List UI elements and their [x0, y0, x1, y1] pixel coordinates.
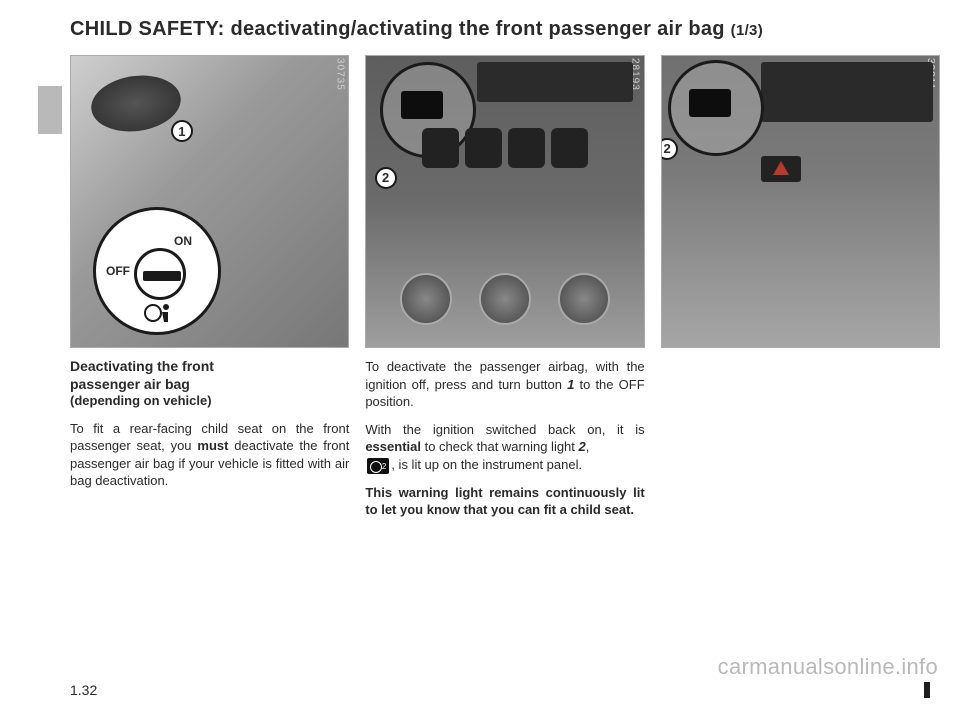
callout-2b-label: 2: [664, 141, 671, 156]
rocker-switch-icon: [465, 128, 502, 168]
col1-para1-must: must: [197, 438, 228, 453]
callout-2: 2: [375, 167, 397, 189]
figure-3: 30811 2: [661, 55, 940, 348]
switch-knob-icon: [134, 248, 186, 300]
col2-para2-post: , is lit up on the instrument panel.: [391, 457, 582, 472]
airbag-off-warning-icon: [367, 458, 389, 474]
figure-2: 28193 2: [365, 55, 644, 348]
switch-inset-circle: ON OFF: [93, 207, 221, 335]
switch-off-label: OFF: [106, 264, 130, 278]
col1-para1: To fit a rear-facing child seat on the f…: [70, 420, 349, 490]
title-main: CHILD SAFETY: deactivating/activating th…: [70, 18, 725, 40]
col2-para2-ref: 2: [579, 439, 586, 454]
column-3: 30811 2: [661, 55, 940, 519]
airbag-off-lamp-icon: [401, 91, 443, 119]
callout-1: 1: [171, 120, 193, 142]
hvac-dial-icon: [558, 273, 610, 325]
hvac-dial-icon: [400, 273, 452, 325]
side-tab: [38, 86, 62, 134]
rocker-switch-icon: [551, 128, 588, 168]
title-fraction: (1/3): [731, 22, 763, 39]
col2-para3: This warning light remains continu­ously…: [365, 484, 644, 519]
rocker-switch-icon: [422, 128, 459, 168]
switch-on-label: ON: [174, 234, 192, 248]
rocker-switch-icon: [508, 128, 545, 168]
col2-para2-pre: With the ignition switched back on, it i…: [365, 422, 644, 437]
col2-para1: To deactivate the passenger airbag, with…: [365, 358, 644, 411]
hazard-button-icon: [761, 156, 801, 182]
col1-heading: Deactivating the front passenger air bag…: [70, 358, 349, 409]
col2-para2-mid: to check that warning light: [421, 439, 579, 454]
col2-para2: With the ignition switched back on, it i…: [365, 421, 644, 474]
airbag-icon: [144, 302, 172, 324]
page-number: 1.32: [70, 682, 97, 698]
radio-unit-icon: [477, 62, 632, 102]
col1-subheading: (depending on vehicle): [70, 393, 349, 409]
airbag-off-lamp-icon: [689, 89, 731, 117]
hvac-dials: [400, 273, 611, 325]
hvac-dial-icon: [479, 273, 531, 325]
button-row: [422, 128, 588, 168]
col1-heading-line1: Deactivating the front: [70, 358, 349, 376]
warning-lamp-inset: [668, 60, 764, 156]
column-2: 28193 2: [365, 55, 644, 519]
figure-1-id: 30735: [334, 58, 345, 91]
callout-2-label: 2: [382, 170, 389, 185]
callout-2b: 2: [661, 138, 678, 160]
page-corner-mark: [924, 682, 930, 698]
column-1: 30735 1 ON OFF Deactivating th: [70, 55, 349, 519]
dashboard-vent: [88, 70, 185, 137]
col1-heading-line2: passenger air bag: [70, 376, 349, 394]
figure-1: 30735 1 ON OFF: [70, 55, 349, 348]
watermark: carmanualsonline.info: [718, 654, 938, 680]
callout-1-label: 1: [178, 124, 185, 139]
radio-unit-icon: [761, 62, 933, 122]
page-title: CHILD SAFETY: deactivating/activating th…: [70, 18, 940, 41]
col2-para2-essential: essential: [365, 439, 421, 454]
col2-para2-comma: ,: [586, 439, 590, 454]
columns: 30735 1 ON OFF Deactivating th: [70, 55, 940, 519]
